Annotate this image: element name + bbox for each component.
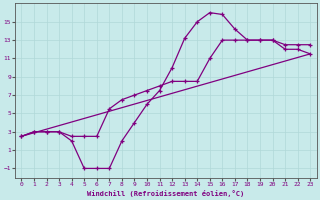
- X-axis label: Windchill (Refroidissement éolien,°C): Windchill (Refroidissement éolien,°C): [87, 190, 244, 197]
